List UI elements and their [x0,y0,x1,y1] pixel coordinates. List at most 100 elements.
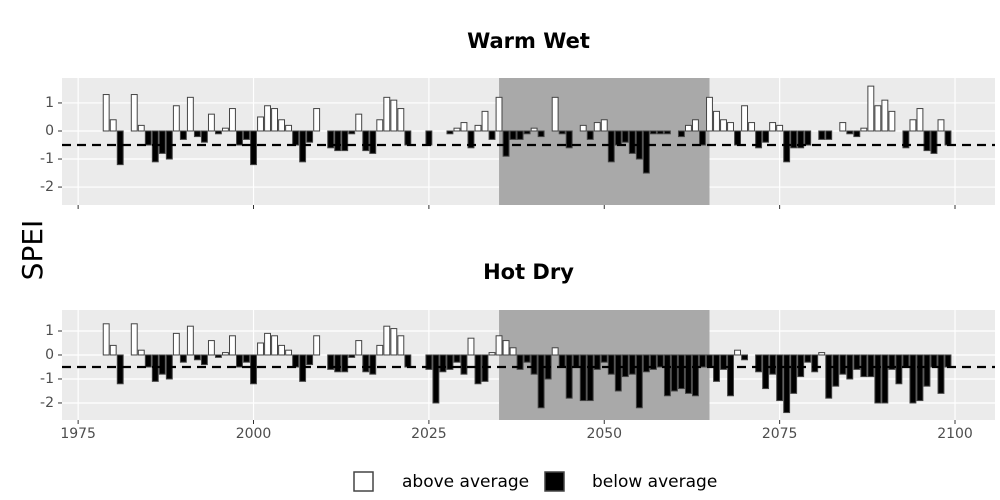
bar [348,130,356,135]
bar [509,347,517,356]
bar [600,354,608,363]
bar [741,105,749,132]
bar [453,127,461,132]
bar [355,113,363,132]
bar [292,354,300,368]
bar [460,122,468,132]
bar [677,130,685,138]
bar [158,130,166,154]
bar [818,352,826,356]
bar [236,354,243,368]
bar [257,342,264,356]
bar [895,354,903,385]
bar [186,96,194,132]
bar [341,130,349,152]
bar [299,130,307,163]
bar [137,349,145,356]
bar [586,130,594,140]
bar [909,354,917,404]
bar [250,130,257,166]
bar [944,130,952,146]
bar [790,130,798,149]
bar [172,332,180,356]
bar [537,130,545,138]
legend-label: below average [592,472,717,492]
bar [825,354,833,399]
bar [818,130,826,140]
bar [579,124,587,132]
bar [425,130,433,146]
bar [439,354,447,373]
bar [692,119,699,132]
bar [720,119,727,132]
bar [670,354,678,392]
bar [446,130,454,135]
bar [881,99,889,132]
bar [193,130,201,138]
bar [109,344,117,356]
bar [285,124,293,132]
bar [565,130,573,149]
bar [278,344,286,356]
bar [558,354,566,368]
bar [348,354,356,358]
y-tick-label: 0 [45,123,54,139]
bar [776,124,784,132]
bar [600,119,608,132]
bar [930,354,938,368]
bar [172,105,180,132]
bar [909,119,917,132]
bar [902,354,910,368]
bar [193,354,201,361]
bar [706,354,713,368]
bar [116,130,124,166]
bar [684,354,692,394]
bar [649,130,657,135]
bar [481,110,489,132]
bar [888,110,896,132]
bar [741,354,749,361]
highlight-period [499,310,710,420]
bar [109,119,117,132]
bar [853,130,861,138]
bar [453,354,461,363]
x-tick-label: 2075 [762,426,798,442]
bar [243,130,250,140]
bar [116,354,124,385]
bar [635,354,643,409]
bar [783,130,791,163]
bar [481,354,489,382]
bar [383,325,391,356]
bar [586,354,594,402]
bar [874,105,882,132]
bar [706,96,713,132]
bar [734,349,741,356]
bar [713,354,720,382]
bar [495,96,503,132]
bar [551,347,559,356]
bar [432,354,440,404]
bar [264,105,271,132]
bar [530,127,538,132]
bar [369,354,377,375]
bar [502,340,510,356]
bar [888,354,896,370]
bar [944,354,952,368]
bar [628,354,636,375]
bar [614,354,622,392]
bar [684,124,692,132]
bar [699,130,706,146]
bar [144,130,152,146]
bar [306,130,314,143]
y-tick-label: 1 [45,323,54,339]
bar [811,354,819,373]
bar [502,130,510,157]
highlight-period [499,78,710,205]
bar [790,354,798,394]
bar [523,354,531,363]
bar [313,108,321,132]
bar [783,354,791,414]
bar [488,130,496,140]
bar [593,354,601,370]
y-tick-label: -2 [40,395,54,411]
